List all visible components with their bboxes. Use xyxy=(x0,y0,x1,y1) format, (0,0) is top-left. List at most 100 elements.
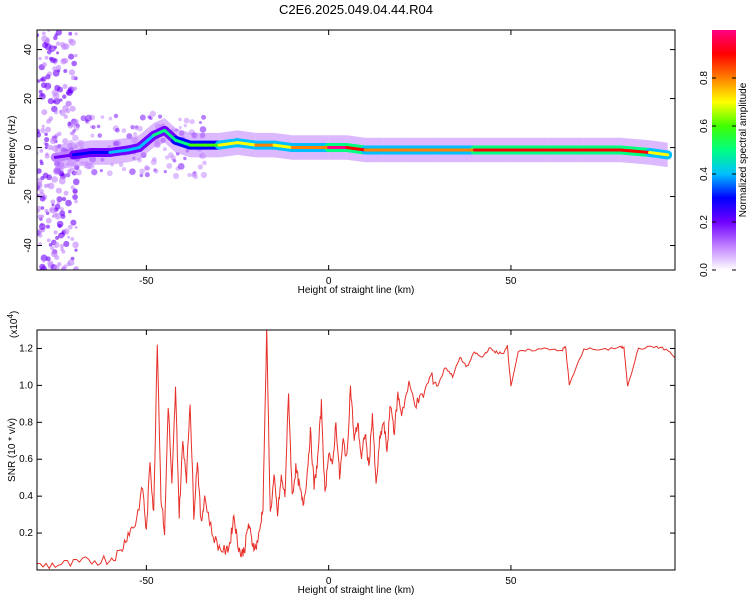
colorbar-label: Normalized spectral amplitude xyxy=(738,82,749,217)
spectrogram-ridge-core xyxy=(71,150,94,157)
spectrogram-noise-cell xyxy=(187,172,192,178)
colorbar-tick-label: 0.6 xyxy=(699,119,710,133)
spectrogram-ridge-core xyxy=(174,138,192,147)
colorbar: 0.0 0.2 0.4 0.6 0.8 Normalized spectral ampl… xyxy=(699,30,749,277)
snr-y-axis-label: SNR (10 * v/v) xyxy=(7,418,18,482)
spectrogram-noise-cell xyxy=(59,233,64,238)
spectrogram-noise-cell xyxy=(50,137,57,145)
spectrogram-noise-cell xyxy=(38,242,42,246)
spectrogram-noise-cell xyxy=(41,109,48,116)
spectrogram-noise-cell xyxy=(139,173,144,178)
spectrogram-noise-cell xyxy=(54,33,58,37)
spectrogram-noise-cell xyxy=(41,124,45,129)
spectrogram-noise-cell xyxy=(51,203,55,207)
spectrogram-noise-cell xyxy=(45,224,50,229)
spectrogram-noise-cell xyxy=(189,118,195,125)
x-tick-label: -50 xyxy=(139,276,154,287)
spectrogram-noise-cell xyxy=(165,155,170,160)
spectrogram-noise-cell xyxy=(38,233,43,238)
spectrogram-ridge-core xyxy=(108,148,130,154)
spectrogram-noise-cell xyxy=(57,131,62,137)
spectrogram-noise-cell xyxy=(72,188,78,194)
spectrogram-noise-cell xyxy=(74,32,78,36)
snr-y-multiplier: (x104) xyxy=(6,311,20,338)
snr-frame xyxy=(36,329,676,571)
spectrogram-noise-cell xyxy=(68,209,72,214)
spectrogram-noise-cell xyxy=(39,195,46,202)
spectrogram-noise-cell xyxy=(66,89,73,96)
spectrogram-noise-cell xyxy=(45,217,52,224)
spectrogram-noise-cell xyxy=(59,109,66,116)
snr-y-multiplier-exponent: 4 xyxy=(6,314,15,319)
y-tick-label: 20 xyxy=(23,93,34,105)
y-tick-label: 0 xyxy=(23,144,34,150)
colorbar-tick-label: 0.4 xyxy=(699,167,710,181)
spectrogram-noise-cell xyxy=(41,35,48,43)
spectrogram-ridge-core xyxy=(236,141,258,147)
spectrogram-noise-cell xyxy=(71,87,76,92)
snr-x-ticks: -50 0 50 xyxy=(139,330,517,587)
spectrogram-ridge-core xyxy=(345,146,367,152)
spectrogram-noise-cell xyxy=(163,170,167,174)
y-tick-label: 0.8 xyxy=(19,417,33,428)
snr-background xyxy=(37,330,675,570)
spectrogram-ridge-core xyxy=(152,128,167,137)
spectrogram-noise-cell xyxy=(45,74,51,80)
spectrogram-noise-cell xyxy=(60,173,65,177)
spectrogram-noise-cell xyxy=(147,115,151,119)
colorbar-tick-label: 0.2 xyxy=(699,215,710,229)
spectrogram-noise-cell xyxy=(54,110,58,115)
spectrogram-noise-cell xyxy=(200,171,208,179)
spectrogram-noise-cell xyxy=(113,113,119,119)
svg-text:(x104): (x104) xyxy=(6,311,20,338)
spectrogram-noise-cell xyxy=(114,127,120,133)
spectrogram-frame xyxy=(36,29,676,271)
spectrogram-noise-cell xyxy=(201,114,207,120)
figure-title: C2E6.2025.049.04.44.R04 xyxy=(279,2,433,17)
snr-panel: -50 0 50 0.2 0.4 0.6 0.8 1.0 1.2 Height of stra… xyxy=(6,311,676,596)
spectrogram-noise-cell xyxy=(74,225,78,229)
spectrogram-noise-cell xyxy=(40,254,48,262)
spectrogram-noise-cell xyxy=(45,87,49,91)
spectrogram-noise-cell xyxy=(75,169,82,176)
spectrogram-noise-cell xyxy=(42,259,46,263)
spectrogram-noise-cell xyxy=(40,206,45,210)
spectrogram-noise-cell xyxy=(53,264,60,270)
spectrogram-noise-cell xyxy=(56,51,60,55)
spectrogram-noise-cell xyxy=(37,168,42,174)
spectrogram-noise-cell xyxy=(72,194,78,200)
spectrogram-y-axis-label: Frequency (Hz) xyxy=(7,116,18,185)
spectrogram-noise-cell xyxy=(44,208,49,213)
snr-series-line xyxy=(37,330,675,570)
spectrogram-noise-cell xyxy=(55,187,62,194)
spectrogram-noise-cell xyxy=(41,31,46,36)
spectrogram-noise-cell xyxy=(199,126,207,133)
spectrogram-noise-cell xyxy=(85,114,92,122)
spectrogram-noise-cell xyxy=(61,267,66,270)
y-tick-label: -40 xyxy=(23,238,34,253)
spectrogram-noise-cell xyxy=(38,92,46,100)
spectrogram-noise-cell xyxy=(197,164,204,170)
spectrogram-noise-cell xyxy=(51,176,58,183)
spectrogram-noise-cell xyxy=(45,256,51,262)
spectrogram-noise-cell xyxy=(60,41,66,48)
colorbar-tick-label: 0.8 xyxy=(699,71,710,85)
spectrogram-noise-cell xyxy=(53,230,58,235)
spectrogram-noise-cell xyxy=(52,69,60,77)
spectrogram-noise-cell xyxy=(62,83,68,89)
spectrogram-noise-cell xyxy=(67,224,73,230)
spectrogram-noise-cell xyxy=(50,199,56,205)
spectrogram-noise-cell xyxy=(39,263,46,270)
spectrogram-noise-cell xyxy=(52,92,60,100)
spectrogram-noise-cell xyxy=(91,169,98,176)
spectrogram-noise-cell xyxy=(38,223,46,230)
spectrogram-noise-cell xyxy=(37,185,41,191)
y-tick-label: 0.6 xyxy=(19,454,33,465)
spectrogram-noise-cell xyxy=(67,259,75,266)
spectrogram-noise-cell xyxy=(38,56,42,61)
snr-plot-area xyxy=(37,330,675,570)
snr-y-ticks: 0.2 0.4 0.6 0.8 1.0 1.2 xyxy=(19,343,675,539)
spectrogram-noise-cell xyxy=(44,132,48,137)
spectrogram-noise-cell xyxy=(40,127,46,134)
spectrogram-noise-cell xyxy=(121,128,127,133)
